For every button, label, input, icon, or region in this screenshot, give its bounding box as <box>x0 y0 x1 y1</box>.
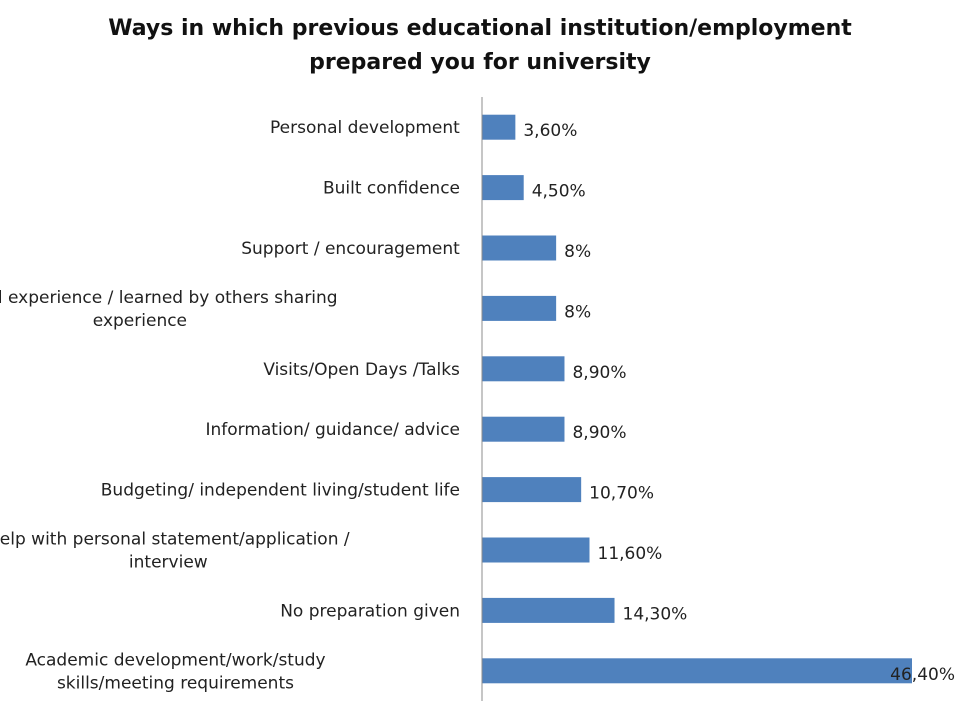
data-label: 3,60% <box>523 121 577 141</box>
bar <box>482 356 565 382</box>
data-label: 14,30% <box>623 604 688 624</box>
chart-title-line-2: prepared you for university <box>309 50 651 75</box>
category-label: No preparation given <box>280 601 460 621</box>
category-label: Support / encouragement <box>241 239 460 259</box>
category-label: Help with personal statement/application… <box>0 530 350 573</box>
category-label: Budgeting/ independent living/student li… <box>101 481 460 501</box>
data-label: 11,60% <box>598 544 663 564</box>
bar <box>482 658 912 684</box>
category-label: Gained experience / learned by others sh… <box>0 288 338 331</box>
data-label: 8% <box>564 242 591 262</box>
bar <box>482 295 557 321</box>
category-label: Information/ guidance/ advice <box>205 420 460 440</box>
data-label: 8,90% <box>572 363 626 383</box>
bar <box>482 114 516 140</box>
data-label: 8,90% <box>572 423 626 443</box>
bar <box>482 537 590 563</box>
category-label: Academic development/work/study skills/me… <box>25 650 325 693</box>
bar <box>482 597 615 623</box>
data-label: 8% <box>564 302 591 322</box>
category-label: Visits/Open Days /Talks <box>263 360 460 380</box>
chart-title: Ways in which previous educational insti… <box>0 12 960 80</box>
chart-title-line-1: Ways in which previous educational insti… <box>108 16 852 41</box>
bar <box>482 477 582 503</box>
data-label: 4,50% <box>532 182 586 202</box>
category-label: Personal development <box>270 118 460 138</box>
bar <box>482 175 524 201</box>
bar <box>482 235 557 261</box>
category-label: Built confidence <box>323 179 460 199</box>
data-label: 10,70% <box>589 484 654 504</box>
data-label: 46,40% <box>890 665 955 685</box>
bar <box>482 416 565 442</box>
